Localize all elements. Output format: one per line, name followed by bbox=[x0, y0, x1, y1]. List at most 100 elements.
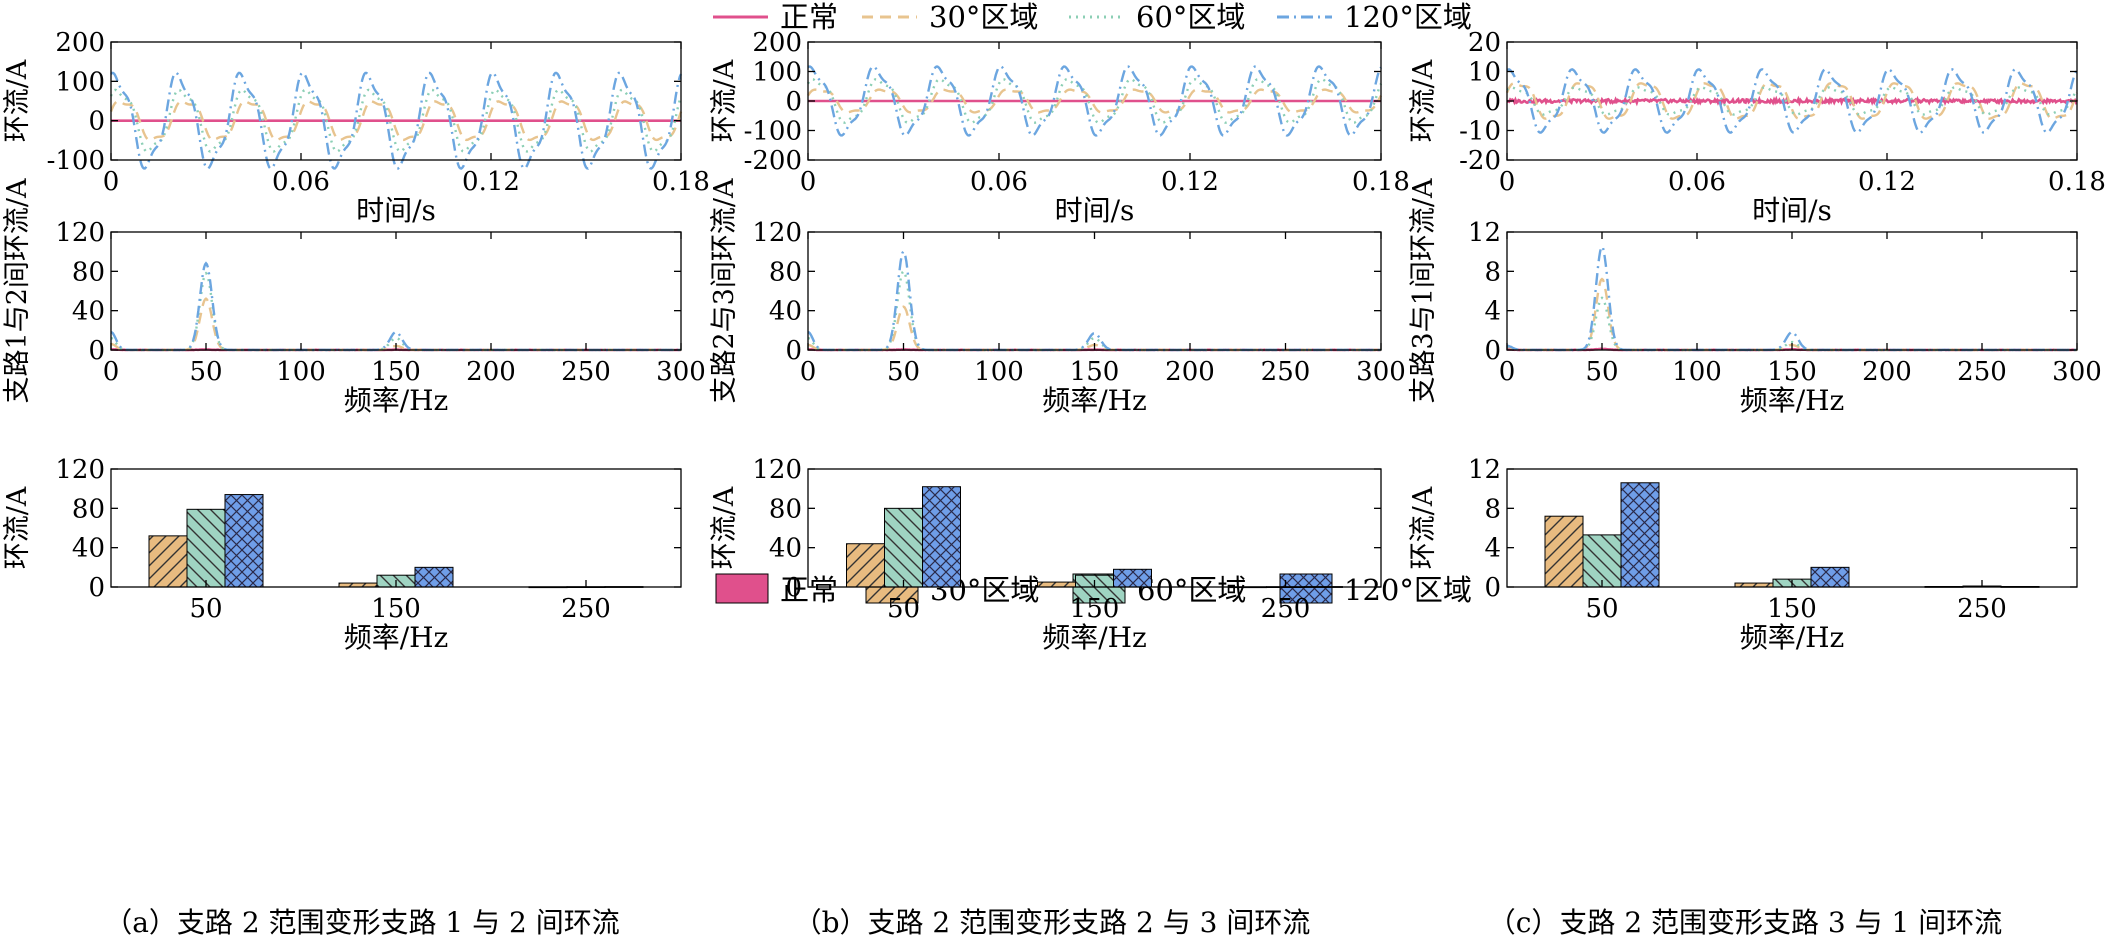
b-time-xlabel: 时间/s bbox=[1055, 194, 1135, 227]
c-bar-ylabel: 环流/A bbox=[1408, 486, 1439, 569]
c-fft-ytick-label: 8 bbox=[1484, 257, 1501, 287]
b-fft-ytick-label: 80 bbox=[769, 257, 802, 287]
c-bar-xtick-label: 50 bbox=[1585, 594, 1618, 624]
a-fft-ytick-label: 80 bbox=[72, 257, 105, 287]
a-time-ytick-label: 0 bbox=[88, 107, 105, 137]
b-time-ytick-label: -200 bbox=[744, 146, 802, 176]
a-bar-ytick-label: 80 bbox=[72, 494, 105, 524]
b-bar-frame bbox=[807, 468, 1382, 588]
b-time-series-30 bbox=[807, 88, 1383, 114]
chart-a-bar: 50 150 250 0 40 80 120 频率/Hz 环流/A bbox=[2, 455, 682, 654]
c-time-ytick-label: 0 bbox=[1484, 87, 1501, 117]
c-bar-xtick-label: 150 bbox=[1767, 594, 1817, 624]
c-fft-xtick-label: 100 bbox=[1672, 357, 1722, 387]
c-time-xtick-label: 0.18 bbox=[2048, 167, 2106, 197]
b-time-ytick-label: 0 bbox=[785, 87, 802, 117]
a-fft-series-120 bbox=[110, 261, 682, 352]
b-time-ytick-label: 100 bbox=[752, 58, 802, 88]
a-time-series-120 bbox=[110, 71, 683, 170]
b-fft-xtick-label: 0 bbox=[800, 357, 817, 387]
c-fft-xtick-label: 150 bbox=[1767, 357, 1817, 387]
c-time-ytick-label: -20 bbox=[1459, 146, 1501, 176]
legend-bar-60-label: 60°区域 bbox=[1137, 573, 1246, 607]
a-fft-ylabel: 支路1与2间环流/A bbox=[2, 178, 33, 403]
a-time-ytick-label: 100 bbox=[55, 67, 105, 97]
legend-bar-120-label: 120°区域 bbox=[1344, 573, 1472, 607]
c-bar-bar-30-50 bbox=[1544, 515, 1584, 588]
a-time-frame bbox=[110, 41, 682, 161]
c-bar-xlabel: 频率/Hz bbox=[1740, 621, 1845, 654]
c-fft-xtick-label: 200 bbox=[1862, 357, 1912, 387]
a-fft-xtick-label: 50 bbox=[189, 357, 222, 387]
legend-bar-normal-label: 正常 bbox=[780, 573, 838, 607]
b-time-ylabel: 环流/A bbox=[709, 59, 740, 142]
chart-a-fft: 0 40 80 120 0 50 100 150 200 250 300 频率/Hz 支路1与2间环流/… bbox=[2, 178, 706, 417]
b-fft-xtick-label: 200 bbox=[1165, 357, 1215, 387]
c-time-ytick-label: 10 bbox=[1468, 58, 1501, 88]
legend-top: 正常 30°区域 60°区域 120°区域 bbox=[713, 0, 1472, 34]
c-time-ytick-label: 20 bbox=[1468, 28, 1501, 58]
a-bar-bar-30-50 bbox=[148, 535, 188, 588]
c-bar-xtick-label: 250 bbox=[1957, 594, 2007, 624]
b-bar-ylabel: 环流/A bbox=[709, 486, 740, 569]
c-bar-ytick-label: 8 bbox=[1484, 494, 1501, 524]
b-fft-xtick-label: 50 bbox=[887, 357, 920, 387]
a-fft-xlabel: 频率/Hz bbox=[344, 384, 449, 417]
chart-c-bar: 50 150 250 0 4 8 12 频率/Hz 环流/A bbox=[1408, 455, 2078, 654]
a-bar-ytick-label: 40 bbox=[72, 534, 105, 564]
a-bar-ylabel: 环流/A bbox=[2, 486, 33, 569]
b-fft-ytick-label: 0 bbox=[785, 336, 802, 366]
c-fft-xtick-label: 0 bbox=[1499, 357, 1516, 387]
b-bar-ytick-label: 40 bbox=[769, 534, 802, 564]
b-time-xtick-label: 0.18 bbox=[1352, 167, 1410, 197]
chart-b-fft: 0 40 80 120 0 50 100 150 200 250 300 频率/Hz 支路2与3间环流/… bbox=[709, 178, 1406, 417]
c-time-series-120 bbox=[1506, 68, 2078, 134]
c-time-series-30 bbox=[1505, 82, 2079, 120]
b-bar-bar-30-50 bbox=[846, 543, 885, 588]
a-fft-xtick-label: 0 bbox=[103, 357, 120, 387]
chart-b-bar: 50 150 250 0 40 80 120 频率/Hz 环流/A bbox=[709, 455, 1382, 654]
b-fft-xlabel: 频率/Hz bbox=[1042, 384, 1147, 417]
c-fft-ytick-label: 12 bbox=[1468, 218, 1501, 248]
a-bar-bar-60-50 bbox=[186, 508, 226, 588]
a-time-xtick-label: 0.12 bbox=[462, 167, 520, 197]
b-fft-ylabel: 支路2与3间环流/A bbox=[709, 178, 740, 403]
a-fft-xtick-label: 300 bbox=[656, 357, 706, 387]
b-bar-xtick-label: 250 bbox=[1261, 594, 1311, 624]
b-fft-xtick-label: 250 bbox=[1261, 357, 1311, 387]
c-bar-ytick-label: 12 bbox=[1468, 455, 1501, 485]
a-bar-frame bbox=[110, 468, 682, 588]
a-bar-ytick-label: 120 bbox=[55, 455, 105, 485]
b-bar-xtick-label: 150 bbox=[1070, 594, 1120, 624]
c-fft-xtick-label: 250 bbox=[1957, 357, 2007, 387]
a-fft-series-60 bbox=[110, 271, 681, 352]
a-fft-xtick-label: 100 bbox=[276, 357, 326, 387]
a-time-series-60 bbox=[109, 88, 683, 153]
b-time-xtick-label: 0.06 bbox=[970, 167, 1028, 197]
c-time-ytick-label: -10 bbox=[1459, 117, 1501, 147]
c-fft-xlabel: 频率/Hz bbox=[1740, 384, 1845, 417]
a-bar-xtick-label: 50 bbox=[189, 594, 222, 624]
b-fft-xtick-label: 300 bbox=[1356, 357, 1406, 387]
b-time-series-120 bbox=[807, 65, 1383, 137]
a-time-xtick-label: 0 bbox=[103, 167, 120, 197]
c-bar-ytick-label: 0 bbox=[1484, 573, 1501, 603]
a-fft-xtick-label: 250 bbox=[561, 357, 611, 387]
b-time-xtick-label: 0 bbox=[800, 167, 817, 197]
legend-60-label: 60°区域 bbox=[1136, 0, 1245, 34]
legend-bar-normal-swatch bbox=[715, 573, 769, 604]
c-time-xtick-label: 0 bbox=[1499, 167, 1516, 197]
a-time-ylabel: 环流/A bbox=[2, 59, 33, 142]
c-time-series-normal bbox=[1506, 95, 2079, 107]
b-bar-ytick-label: 120 bbox=[752, 455, 802, 485]
a-time-ytick-label: -100 bbox=[47, 146, 105, 176]
c-bar-bar-60-50 bbox=[1582, 534, 1622, 588]
c-time-ylabel: 环流/A bbox=[1408, 59, 1439, 142]
b-bar-ytick-label: 0 bbox=[785, 573, 802, 603]
chart-c-fft: 0 4 8 12 0 50 100 150 200 250 300 频率/Hz 支路3与1间环流/A bbox=[1408, 178, 2102, 417]
b-bar-bar-30-150 bbox=[1037, 581, 1076, 588]
c-bar-frame bbox=[1506, 468, 2078, 588]
a-fft-xtick-label: 150 bbox=[371, 357, 421, 387]
a-time-xlabel: 时间/s bbox=[356, 194, 436, 227]
